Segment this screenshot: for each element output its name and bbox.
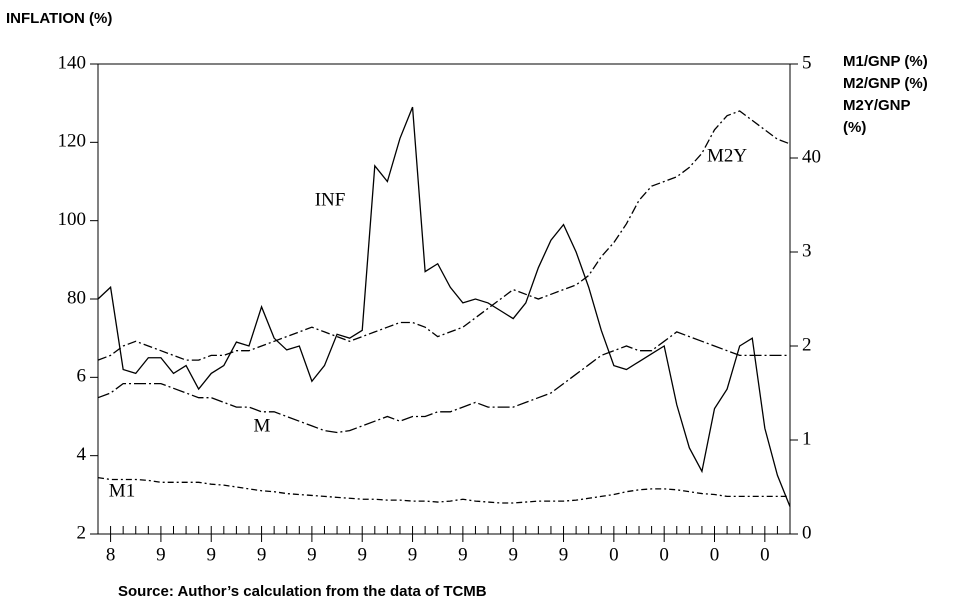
series-label: M2Y	[707, 145, 747, 166]
y2-tick-label: 5	[802, 52, 812, 73]
x-tick-label: 0	[659, 544, 669, 565]
y-tick-label: 100	[58, 209, 87, 230]
series-line	[97, 476, 790, 504]
chart-title: INFLATION (%)	[6, 10, 112, 27]
y2-tick-label: 3	[802, 240, 812, 261]
y-tick-label: 6	[77, 366, 87, 387]
series-label: M1	[109, 480, 135, 501]
series-line	[97, 331, 790, 434]
x-tick-label: 9	[559, 544, 569, 565]
x-tick-label: 9	[206, 544, 216, 565]
y2-tick-label: 0	[802, 522, 812, 543]
series-line	[97, 110, 791, 361]
y-tick-label: 140	[58, 52, 87, 73]
x-tick-label: 9	[257, 544, 267, 565]
y2-title: M1/GNP (%)	[843, 53, 928, 70]
y2-tick-label: 1	[802, 428, 812, 449]
x-tick-label: 9	[307, 544, 317, 565]
series-label: M	[254, 415, 271, 436]
x-tick-label: 9	[357, 544, 367, 565]
x-tick-label: 9	[408, 544, 418, 565]
y-tick-label: 2	[77, 522, 87, 543]
y2-tick-label: 2	[802, 334, 812, 355]
x-tick-label: 8	[106, 544, 116, 565]
y-tick-label: 4	[77, 444, 87, 465]
plot-frame	[97, 63, 791, 535]
x-tick-label: 0	[609, 544, 619, 565]
y2-tick-label: 40	[802, 146, 821, 167]
source: Source: Author’s calculation from the da…	[118, 583, 487, 600]
x-tick-label: 9	[508, 544, 518, 565]
series-label: INF	[315, 189, 346, 210]
x-tick-label: 9	[458, 544, 468, 565]
y2-title: M2Y/GNP	[843, 97, 911, 114]
series-line	[97, 106, 791, 507]
y2-title: (%)	[843, 119, 866, 136]
x-tick-label: 0	[710, 544, 720, 565]
x-tick-label: 0	[760, 544, 770, 565]
y2-title: M2/GNP (%)	[843, 75, 928, 92]
x-tick-label: 9	[156, 544, 166, 565]
y-tick-label: 120	[58, 131, 87, 152]
y-tick-label: 80	[67, 287, 86, 308]
